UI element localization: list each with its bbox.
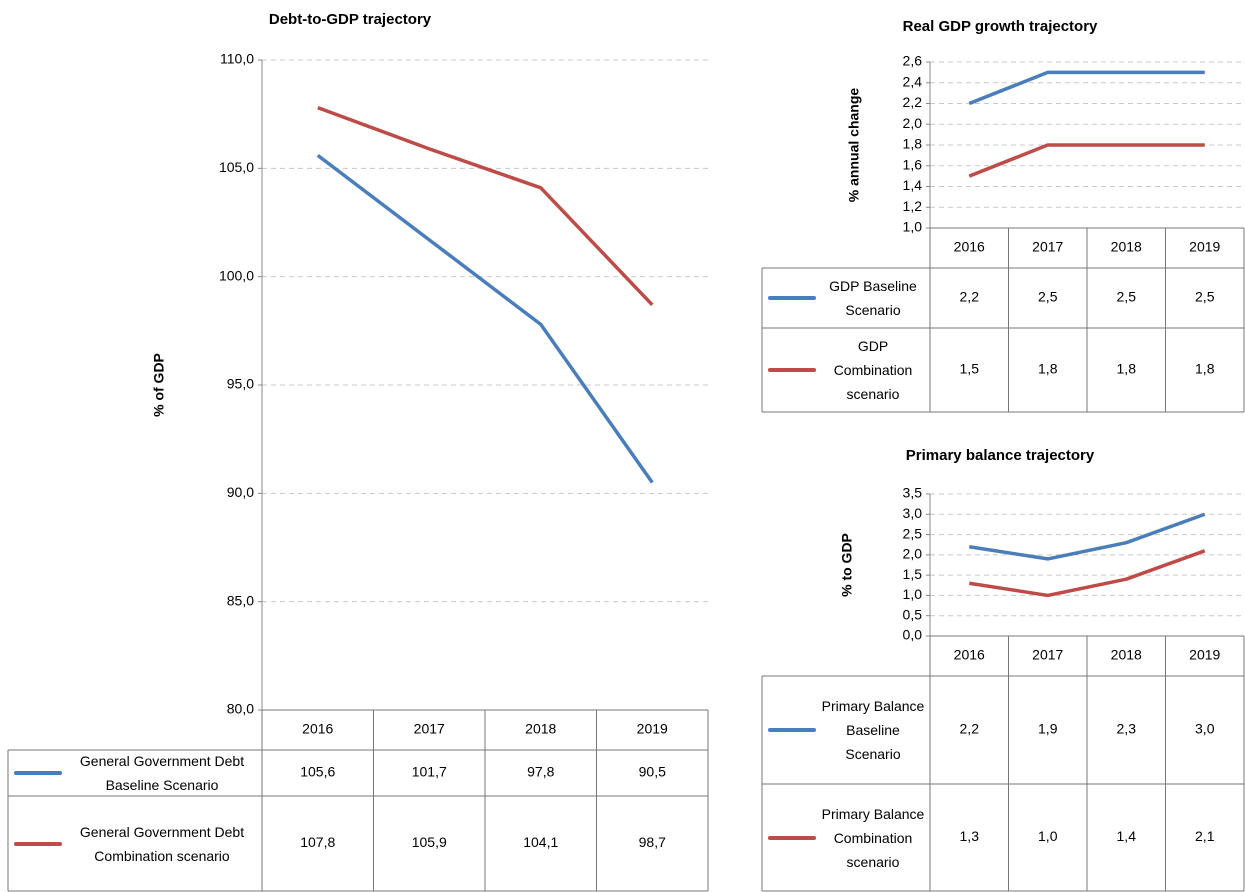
table-value: 2,1 xyxy=(1195,828,1215,844)
table-value: 1,8 xyxy=(1195,361,1215,377)
table-value: 1,8 xyxy=(1117,361,1137,377)
legend-label: GDP Combination scenario xyxy=(833,338,913,402)
y-tick-label: 2,0 xyxy=(903,115,923,131)
table-value: 98,7 xyxy=(639,834,666,850)
legend-swatch xyxy=(14,771,62,775)
series-line xyxy=(968,70,1205,106)
table-value: 97,8 xyxy=(527,764,554,780)
y-tick-label: 105,0 xyxy=(219,159,254,175)
x-tick-label: 2016 xyxy=(302,721,333,737)
y-tick-label: 80,0 xyxy=(227,701,254,717)
y-tick-label: 2,5 xyxy=(903,525,923,541)
chart-title: Debt-to-GDP trajectory xyxy=(269,11,432,28)
legend-entry: General Government Debt Combination scen… xyxy=(8,796,262,891)
table-value: 2,2 xyxy=(960,721,980,737)
y-axis-label: % of GDP xyxy=(151,353,167,417)
legend-swatch xyxy=(14,841,62,846)
legend-label: General Government Debt Baseline Scenari… xyxy=(79,753,245,793)
y-tick-label: 1,4 xyxy=(903,177,923,193)
table-value: 1,3 xyxy=(960,828,980,844)
table-value: 2,5 xyxy=(1195,289,1215,305)
table-value: 1,8 xyxy=(1038,361,1058,377)
legend-entry: GDP Baseline Scenario xyxy=(762,268,930,328)
legend-label: General Government Debt Combination scen… xyxy=(79,823,245,864)
table-value: 2,2 xyxy=(960,289,980,305)
y-tick-label: 0,5 xyxy=(903,606,923,622)
y-tick-label: 0,0 xyxy=(903,627,923,643)
legend-label: Primary Balance Combination scenario xyxy=(821,805,925,870)
y-tick-label: 2,4 xyxy=(903,73,923,89)
x-tick-label: 2018 xyxy=(525,721,556,737)
table-value: 105,6 xyxy=(300,764,335,780)
table-value: 105,9 xyxy=(412,834,447,850)
x-tick-label: 2017 xyxy=(1032,239,1063,255)
x-tick-label: 2017 xyxy=(1032,647,1063,663)
chart-title: Real GDP growth trajectory xyxy=(903,18,1098,35)
x-tick-label: 2019 xyxy=(637,721,668,737)
legend-swatch xyxy=(768,368,816,372)
x-tick-label: 2019 xyxy=(1189,239,1220,255)
series-line xyxy=(968,512,1206,561)
table-value: 104,1 xyxy=(523,834,558,850)
table-value: 2,5 xyxy=(1038,289,1058,305)
table-value: 101,7 xyxy=(412,764,447,780)
y-tick-label: 3,0 xyxy=(903,505,923,521)
y-tick-label: 85,0 xyxy=(227,592,254,608)
series-line xyxy=(968,549,1206,598)
y-tick-label: 2,2 xyxy=(903,94,923,110)
table-value: 1,9 xyxy=(1038,721,1058,737)
y-tick-label: 2,0 xyxy=(903,546,923,562)
table-value: 1,4 xyxy=(1117,828,1137,844)
series-line xyxy=(317,106,654,307)
y-tick-label: 1,8 xyxy=(903,136,923,152)
y-tick-label: 110,0 xyxy=(220,51,254,67)
y-tick-label: 1,2 xyxy=(903,198,923,214)
legend-entry: Primary Balance Combination scenario xyxy=(762,784,930,891)
y-tick-label: 3,5 xyxy=(903,485,923,501)
legend-swatch xyxy=(768,728,816,732)
y-tick-label: 90,0 xyxy=(227,484,254,500)
legend-entry: GDP Combination scenario xyxy=(762,328,930,412)
legend-entry: Primary Balance Baseline Scenario xyxy=(762,676,930,784)
y-tick-label: 1,0 xyxy=(903,219,923,235)
legend-label: GDP Baseline Scenario xyxy=(829,278,917,318)
table-value: 2,3 xyxy=(1117,721,1137,737)
y-tick-label: 95,0 xyxy=(227,376,254,392)
x-tick-label: 2018 xyxy=(1111,239,1142,255)
series-line xyxy=(316,153,654,484)
legend-swatch xyxy=(768,296,816,300)
table-value: 2,5 xyxy=(1117,289,1137,305)
table-value: 90,5 xyxy=(639,764,666,780)
legend-label: Primary Balance Baseline Scenario xyxy=(821,698,925,762)
x-tick-label: 2018 xyxy=(1111,647,1142,663)
y-tick-label: 2,6 xyxy=(903,53,923,69)
table-value: 3,0 xyxy=(1195,721,1215,737)
y-tick-label: 1,5 xyxy=(903,566,923,582)
y-tick-label: 1,0 xyxy=(903,586,923,602)
y-axis-label: % to GDP xyxy=(839,533,855,597)
x-tick-label: 2016 xyxy=(954,239,985,255)
y-tick-label: 100,0 xyxy=(219,267,254,283)
legend-entry: General Government Debt Baseline Scenari… xyxy=(8,750,262,796)
y-axis-label: % annual change xyxy=(846,88,862,203)
chart-title: Primary balance trajectory xyxy=(906,447,1095,464)
y-tick-label: 1,6 xyxy=(903,156,923,172)
x-tick-label: 2019 xyxy=(1189,647,1220,663)
series-line xyxy=(968,143,1205,178)
x-tick-label: 2016 xyxy=(954,647,985,663)
table-value: 1,5 xyxy=(960,361,980,377)
x-tick-label: 2017 xyxy=(414,721,445,737)
legend-swatch xyxy=(768,835,816,840)
table-value: 107,8 xyxy=(300,834,335,850)
table-value: 1,0 xyxy=(1038,828,1058,844)
